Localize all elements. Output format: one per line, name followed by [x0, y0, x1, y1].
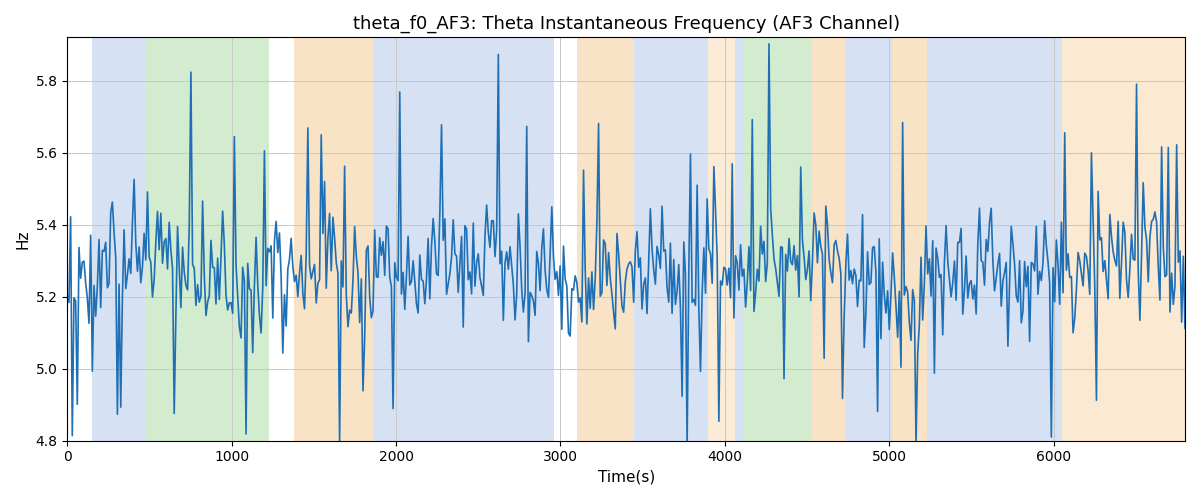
Bar: [734, 38, 744, 440]
Y-axis label: Hz: Hz: [16, 230, 30, 249]
Bar: [373, 38, 554, 440]
Bar: [294, 38, 373, 440]
Bar: [893, 38, 926, 440]
X-axis label: Time(s): Time(s): [598, 470, 655, 485]
Bar: [708, 38, 734, 440]
Title: theta_f0_AF3: Theta Instantaneous Frequency (AF3 Channel): theta_f0_AF3: Theta Instantaneous Freque…: [353, 15, 900, 34]
Bar: [635, 38, 708, 440]
Bar: [1062, 38, 1186, 440]
Bar: [845, 38, 893, 440]
Bar: [92, 38, 144, 440]
Bar: [144, 38, 270, 440]
Bar: [812, 38, 845, 440]
Bar: [577, 38, 635, 440]
Bar: [926, 38, 1062, 440]
Bar: [744, 38, 812, 440]
